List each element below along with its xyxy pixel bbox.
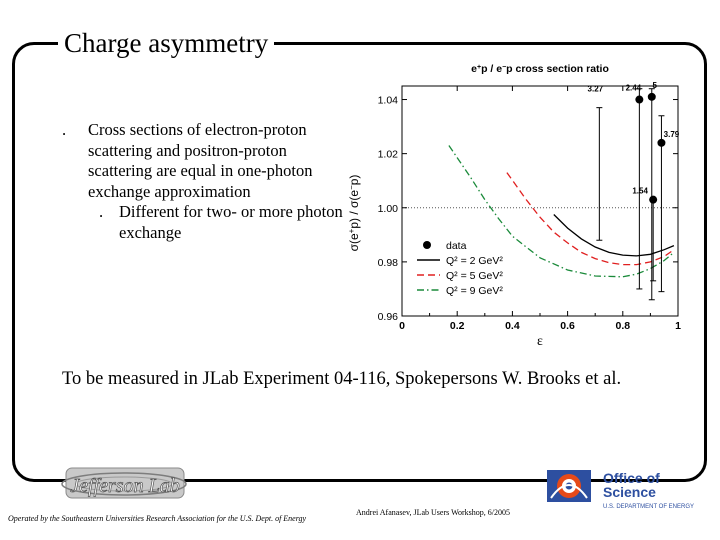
x-tick-label: 0.4 — [505, 320, 520, 332]
x-tick-label: 0.2 — [450, 320, 465, 332]
data-point-label: 3.79 — [664, 130, 680, 139]
bullet-marker: . — [62, 120, 67, 139]
ratio-chart: e+p / e−p cross section ratio 0 0.2 0.4 0.6… — [347, 63, 682, 349]
chart-plot-area: 0 0.2 0.4 0.6 0.8 1 0.96 0.98 1.00 1.02 1.04 3.27 2.… — [378, 81, 682, 332]
data-point-label: 1.54 — [632, 187, 648, 196]
jefferson-lab-logo: Jefferson Lab — [61, 467, 187, 499]
slide-title: Charge asymmetry — [58, 26, 275, 60]
footer-author: Andrei Afanasev, JLab Users Workshop, 6/… — [356, 508, 510, 517]
series-line — [506, 172, 675, 266]
experiment-caption: To be measured in JLab Experiment 04-116… — [62, 369, 622, 389]
bullet-text: Cross sections of electron-proton scatte… — [88, 120, 313, 201]
series-line — [553, 214, 675, 257]
legend-data-label: data — [446, 240, 467, 252]
chart-title: e+p / e−p cross section ratio — [471, 63, 609, 75]
x-axis-label: ε — [537, 334, 543, 349]
y-axis-label: σ(e+p) / σ(e−p) — [347, 175, 362, 252]
legend-data-marker — [423, 241, 431, 249]
office-of-science-line1: Office of — [603, 470, 660, 486]
y-tick-label: 0.96 — [378, 311, 399, 323]
department-of-energy-line: U.S. DEPARTMENT OF ENERGY — [603, 504, 694, 510]
legend-label: Q² = 9 GeV² — [446, 285, 503, 297]
legend-label: Q² = 2 GeV² — [446, 255, 503, 267]
office-of-science-line2: Science — [603, 484, 656, 500]
data-point — [649, 195, 658, 204]
x-tick-label: 0 — [399, 320, 405, 332]
y-tick-label: 1.04 — [378, 95, 399, 107]
data-point — [657, 138, 666, 147]
office-of-science-logo: Office of Science U.S. DEPARTMENT OF ENE… — [547, 470, 694, 510]
data-point-label: 3.27 — [588, 84, 604, 93]
y-tick-label: 1.00 — [378, 203, 399, 215]
jefferson-lab-logo-text: Jefferson Lab — [70, 475, 179, 497]
legend-label: Q² = 5 GeV² — [446, 270, 503, 282]
plot-frame — [401, 85, 679, 317]
slide-frame — [12, 42, 707, 482]
y-tick-label: 0.98 — [378, 257, 399, 269]
bullet-list: . Cross sections of electron-proton scat… — [62, 120, 352, 243]
series-line — [448, 145, 675, 278]
data-point-label: 5 — [653, 81, 658, 90]
sub-bullet-item: . Different for two- or more photon exch… — [88, 202, 352, 243]
x-tick-label: 0.6 — [560, 320, 575, 332]
sub-bullet-text: Different for two- or more photon exchan… — [119, 202, 343, 242]
sub-bullet-marker: . — [99, 202, 104, 221]
bullet-item: . Cross sections of electron-proton scat… — [62, 120, 352, 202]
x-tick-label: 1 — [675, 320, 681, 332]
data-point-label: 2.44 — [626, 84, 642, 93]
data-point — [635, 95, 644, 104]
y-tick-label: 1.02 — [378, 149, 399, 161]
data-point — [647, 92, 656, 101]
footer-operator: Operated by the Southeastern Universitie… — [8, 514, 307, 523]
x-tick-label: 0.8 — [615, 320, 630, 332]
